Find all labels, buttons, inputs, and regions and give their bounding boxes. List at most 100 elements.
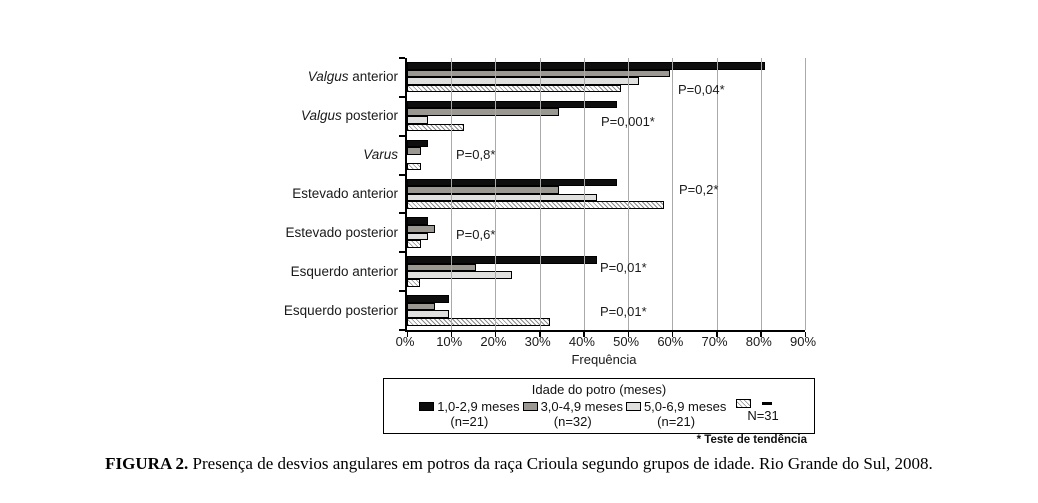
legend-item-label xyxy=(736,399,773,408)
legend-box: Idade do potro (meses) 1,0-2,9 meses (n=2… xyxy=(383,378,815,434)
bar xyxy=(407,295,449,303)
legend-series-count: (n=32) xyxy=(553,414,592,429)
bar-group xyxy=(407,175,805,214)
gridline xyxy=(583,58,585,330)
bar xyxy=(407,310,449,318)
bar xyxy=(407,62,766,70)
y-axis-tick xyxy=(399,290,405,293)
p-value-annotation: P=0,01* xyxy=(600,260,647,275)
category-label: Esquerdo posterior xyxy=(283,302,398,318)
bar xyxy=(407,100,618,109)
category-label: Estevado anterior xyxy=(292,186,398,201)
bar xyxy=(407,263,476,272)
category-label: Varus xyxy=(363,147,398,163)
y-axis-tick xyxy=(399,329,405,331)
bar-group xyxy=(407,252,805,291)
gridline xyxy=(539,58,541,330)
x-axis-tick xyxy=(539,332,541,337)
x-axis-tick xyxy=(804,332,806,337)
x-tick-label: 50% xyxy=(613,334,640,349)
legend-title: Idade do potro (meses) xyxy=(531,382,667,397)
p-value-annotation: P=0,2* xyxy=(679,182,719,197)
figure-caption-text: Presença de desvios angulares em potros … xyxy=(188,454,933,473)
category-label: Estevado posterior xyxy=(285,224,398,240)
y-axis-tick xyxy=(399,57,405,59)
bar xyxy=(407,193,597,202)
figure-caption: FIGURA 2. Presença de desvios angulares … xyxy=(0,454,1038,474)
legend-swatch-icon xyxy=(419,402,435,411)
figure-caption-number: FIGURA 2. xyxy=(105,454,189,473)
bar-groups xyxy=(407,58,805,330)
legend-item-label: 5,0-6,9 meses xyxy=(625,399,726,414)
x-tick-label: 30% xyxy=(524,334,551,349)
p-value-annotation: P=0,01* xyxy=(600,304,647,319)
y-axis-tick xyxy=(399,173,405,176)
legend-item: 1,0-2,9 meses (n=21) xyxy=(419,399,520,429)
bar xyxy=(407,84,622,93)
x-tick-label: 70% xyxy=(701,334,728,349)
x-tick-label: 20% xyxy=(480,334,507,349)
bar xyxy=(407,217,429,226)
category-label: Valgus anterior xyxy=(307,69,398,85)
x-axis-tick xyxy=(671,332,674,337)
bar xyxy=(407,201,664,209)
legend-series-name: 3,0-4,9 meses xyxy=(540,399,623,414)
x-axis-title: Frequência xyxy=(571,352,637,367)
x-axis-tick xyxy=(583,332,585,337)
p-value-annotation: P=0,001* xyxy=(601,114,655,129)
legend-swatch-icon xyxy=(625,402,641,411)
gridline xyxy=(672,58,674,330)
x-tick-label: 80% xyxy=(745,334,772,349)
legend-items: 1,0-2,9 meses (n=21) 3,0-4,9 meses (n=32) 5,… xyxy=(386,399,812,429)
category-label: Valgus posterior xyxy=(300,108,398,124)
bar xyxy=(407,271,513,280)
legend-series-count: (n=21) xyxy=(657,414,696,429)
dash-marker-icon xyxy=(762,402,773,405)
bar xyxy=(407,69,670,78)
x-axis-tick xyxy=(406,332,408,337)
gridline xyxy=(805,58,806,330)
gridline xyxy=(495,58,497,330)
gridline xyxy=(760,58,762,330)
bar xyxy=(407,317,550,326)
bar-group xyxy=(407,213,805,252)
legend-item-label: 3,0-4,9 meses xyxy=(522,399,623,414)
bar-group xyxy=(407,136,805,175)
x-axis-tick xyxy=(450,332,453,337)
bar xyxy=(407,123,465,132)
x-axis-tick xyxy=(760,332,762,337)
x-tick-label: 10% xyxy=(436,334,463,349)
bar xyxy=(407,279,421,287)
legend-series-name: 1,0-2,9 meses xyxy=(437,399,520,414)
p-value-annotation: P=0,6* xyxy=(456,227,496,242)
x-tick-label: 90% xyxy=(789,334,817,349)
bar xyxy=(407,178,618,187)
bar xyxy=(407,302,435,311)
y-axis-tick xyxy=(399,134,405,137)
legend-swatch-icon xyxy=(522,402,538,411)
bar xyxy=(407,186,560,194)
bar-group xyxy=(407,291,805,330)
bar xyxy=(407,108,560,117)
x-tick-label: 40% xyxy=(568,334,595,349)
trend-test-footnote: * Teste de tendência xyxy=(696,434,807,446)
y-axis-tick xyxy=(399,212,405,215)
legend-series-count: (n=21) xyxy=(450,414,489,429)
plot-area: P=0,04* P=0,001* P=0,8* P=0,2* P=0,6* P=0,01*… xyxy=(399,57,806,337)
bar xyxy=(407,162,422,171)
p-value-annotation: P=0,04* xyxy=(678,82,725,97)
bar xyxy=(407,232,429,241)
bar xyxy=(407,147,421,155)
legend-series-count: N=31 xyxy=(747,408,779,423)
bar xyxy=(407,77,639,85)
legend-swatch-icon xyxy=(736,399,752,408)
category-label: Esquerdo anterior xyxy=(290,263,398,279)
x-tick-label: 60% xyxy=(657,334,684,349)
bar xyxy=(407,116,429,124)
bar-group xyxy=(407,97,805,136)
bar-group xyxy=(407,58,805,97)
x-axis-tick xyxy=(627,332,630,337)
y-axis-tick xyxy=(399,251,405,254)
gridline xyxy=(628,58,630,330)
